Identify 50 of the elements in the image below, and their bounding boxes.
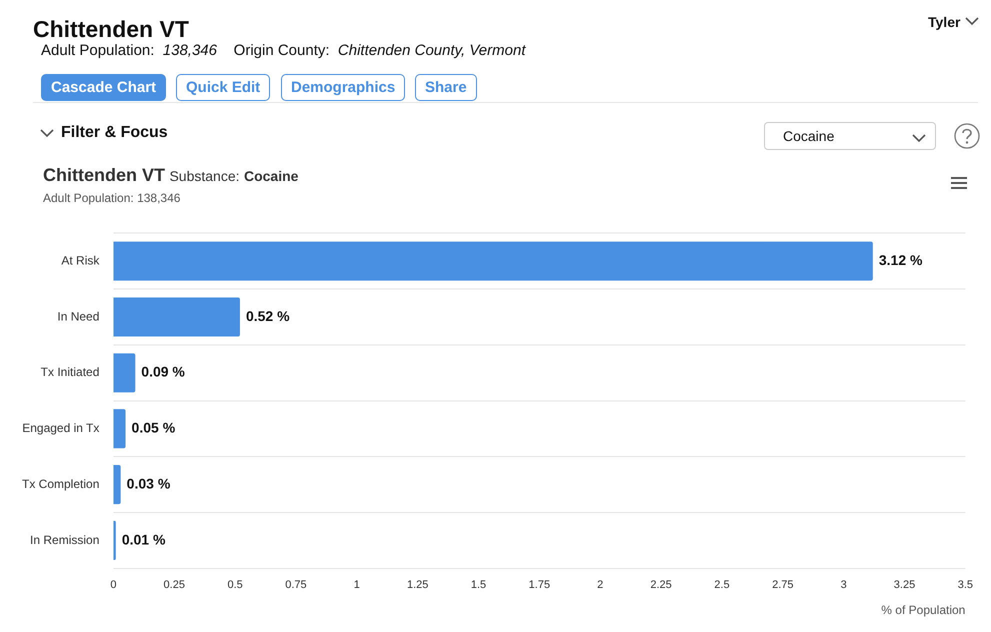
x-tick-label: 0 [110, 579, 116, 592]
bar [113, 353, 136, 392]
text: Cocaine [244, 168, 298, 184]
bar [113, 465, 121, 504]
text: 138,346 [162, 42, 217, 59]
x-tick-label: 2 [597, 579, 604, 592]
x-tick-label: 1 [354, 579, 360, 592]
data-label: 0.03 % [126, 475, 171, 492]
text: Filter & Focus [61, 124, 168, 142]
text: Quick Edit [176, 74, 270, 101]
y-tick-label: Tx Completion [22, 476, 100, 491]
x-tick-label: 0.75 [285, 579, 307, 592]
x-tick-label: 2.25 [650, 579, 672, 592]
y-tick-label: In Need [57, 309, 100, 324]
text: Tyler [928, 14, 960, 30]
y-tick-label: Engaged in Tx [22, 421, 100, 436]
x-tick-label: 0.5 [227, 579, 243, 592]
bar [113, 297, 240, 337]
x-tick-label: 1.75 [528, 579, 550, 592]
data-label: 0.01 % [122, 531, 166, 548]
x-tick-label: 3 [840, 579, 847, 592]
bar [113, 409, 126, 448]
data-label: 3.12 % [878, 252, 923, 268]
x-tick-label: 1.25 [406, 579, 428, 592]
y-tick-label: Tx Initiated [40, 365, 100, 380]
text: Origin County: [234, 42, 330, 59]
text: Demographics [281, 74, 406, 101]
text: Cascade Chart [41, 74, 166, 101]
chart-title: Chittenden VT [43, 165, 165, 185]
text: Chittenden County, Vermont [338, 42, 526, 59]
data-label: 0.09 % [141, 364, 186, 380]
x-tick-label: 2.5 [714, 579, 730, 592]
x-axis-title: % of Population [881, 603, 966, 618]
text: Share [415, 74, 477, 101]
text: Substance: [169, 168, 240, 184]
x-tick-label: 1.5 [470, 579, 486, 592]
x-tick-label: 3.5 [958, 579, 974, 592]
x-tick-label: 2.75 [772, 579, 794, 592]
y-tick-label: At Risk [61, 253, 100, 268]
x-tick-label: 3.25 [894, 579, 916, 592]
y-tick-label: In Remission [30, 532, 100, 547]
x-tick-label: 0.25 [164, 579, 185, 592]
data-label: 0.05 % [132, 420, 176, 436]
chart-subtitle: Adult Population: 138,346 [43, 191, 180, 205]
text: Adult Population: [41, 42, 154, 59]
bar [113, 520, 116, 560]
text: Cocaine [783, 128, 834, 144]
bar [113, 242, 873, 281]
data-label: 0.52 % [246, 308, 290, 324]
text: Chittenden VT [33, 16, 189, 43]
